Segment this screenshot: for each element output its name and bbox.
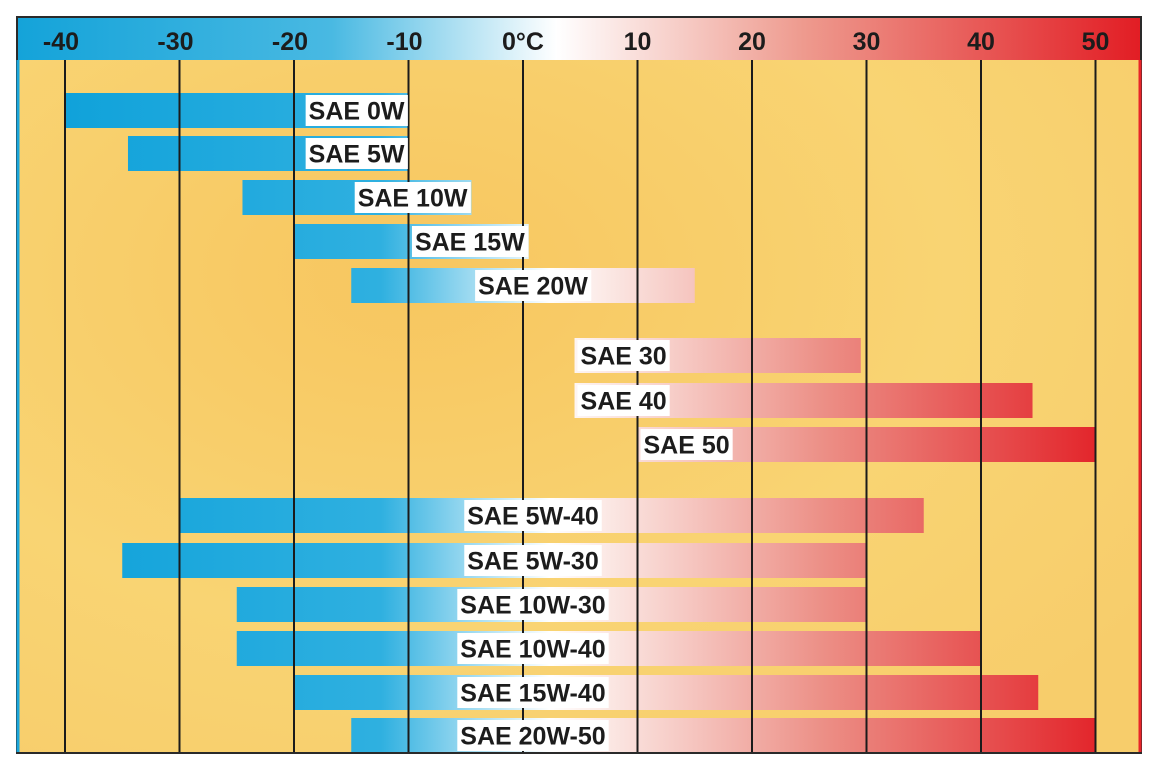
bar-label-background xyxy=(464,545,602,576)
bar-label-background xyxy=(457,677,609,708)
bar-label-background xyxy=(411,226,529,257)
bar-label-background xyxy=(464,500,602,531)
temperature-scale-bar xyxy=(17,17,1141,60)
bar-sae-10w-40 xyxy=(236,631,981,666)
bar-label: SAE 40 xyxy=(581,388,667,416)
bar-label: SAE 10W-40 xyxy=(460,636,605,664)
bar-label: SAE 20W xyxy=(478,273,588,301)
bar-label-background xyxy=(457,589,609,620)
tick-label: 10 xyxy=(624,28,652,56)
tick-label: 50 xyxy=(1082,28,1110,56)
tick-label: 40 xyxy=(967,28,995,56)
bar-label: SAE 15W-40 xyxy=(460,680,605,708)
tick-label: 30 xyxy=(853,28,881,56)
bar-label-background xyxy=(640,429,733,460)
bar-label-background xyxy=(305,95,408,126)
bar-sae-15w-40 xyxy=(294,675,1039,710)
bar-label: SAE 5W xyxy=(309,141,405,169)
bar-label: SAE 0W xyxy=(309,98,405,126)
bar-label: SAE 20W-50 xyxy=(460,723,605,751)
bar-label-background xyxy=(577,340,670,371)
tick-label: -20 xyxy=(272,28,308,56)
tick-label: -30 xyxy=(157,28,193,56)
bar-label-background xyxy=(457,633,609,664)
bar-label: SAE 15W xyxy=(415,229,525,257)
tick-label: 20 xyxy=(738,28,766,56)
bar-label-background xyxy=(577,385,670,416)
bar-label-background xyxy=(457,720,609,751)
bar-label-background xyxy=(305,138,408,169)
bar-label: SAE 5W-30 xyxy=(467,548,598,576)
tick-label: -40 xyxy=(43,28,79,56)
tick-label: 0°C xyxy=(502,28,544,56)
bar-label: SAE 50 xyxy=(644,432,730,460)
tick-label: -10 xyxy=(386,28,422,56)
bar-label: SAE 10W xyxy=(358,185,468,213)
bar-label-background xyxy=(475,270,592,301)
bar-label-background xyxy=(354,182,471,213)
bar-label: SAE 30 xyxy=(581,343,667,371)
bar-label: SAE 10W-30 xyxy=(460,592,605,620)
bar-label: SAE 5W-40 xyxy=(467,503,598,531)
